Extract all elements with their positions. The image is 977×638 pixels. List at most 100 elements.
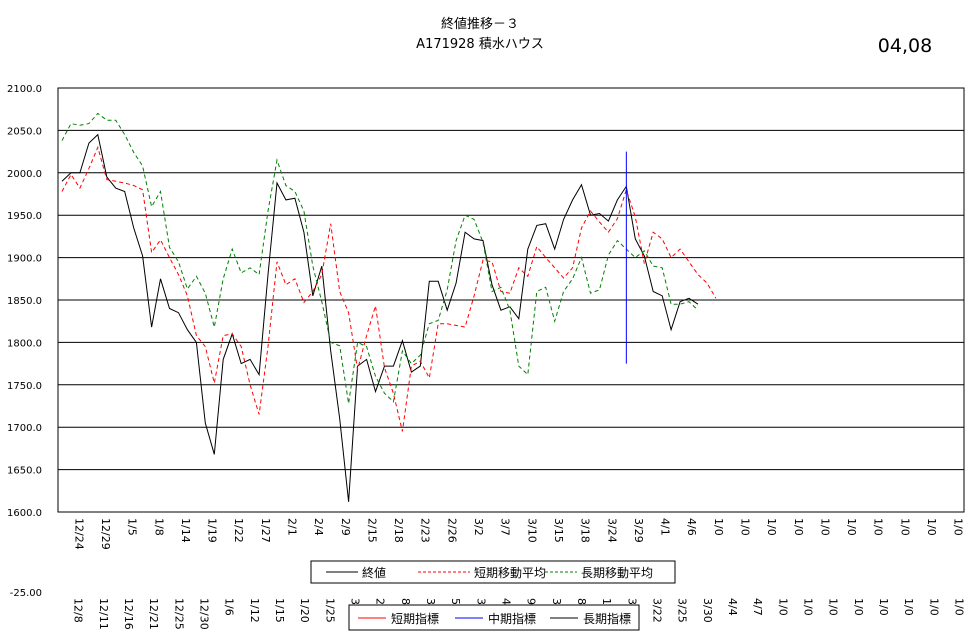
x-tick-label: 3/2 — [472, 518, 485, 536]
lower-x-tick-label: 4 — [499, 598, 512, 605]
legend-short-ma-label: 短期移動平均 — [474, 566, 546, 580]
x-tick-label: 1/0 — [845, 518, 858, 536]
x-tick-label: 1/22 — [232, 518, 245, 543]
main-legend: 終値 短期移動平均 長期移動平均 — [310, 560, 676, 584]
x-tick-label: 1/0 — [872, 518, 885, 536]
lower-x-tick-label: 1/0 — [877, 598, 890, 616]
x-tick-label: 1/0 — [818, 518, 831, 536]
lower-y-tick-label: -25.00 — [10, 588, 42, 599]
lower-x-tick-label: 4/7 — [751, 598, 764, 616]
lower-x-tick-label: 1/0 — [801, 598, 814, 616]
x-tick-label: 2/18 — [392, 518, 405, 543]
chart-title: 終値推移－３ — [441, 16, 519, 32]
x-tick-label: 2/26 — [445, 518, 458, 543]
lower-x-tick-label: 3 — [424, 598, 437, 605]
x-tick-label: 1/0 — [712, 518, 725, 536]
main-legend-box — [310, 560, 676, 584]
x-tick-label: 3/18 — [579, 518, 592, 543]
x-tick-label: 2/4 — [312, 518, 325, 536]
lower-x-tick-label: 12/8 — [72, 598, 85, 623]
grid-lines — [58, 87, 964, 513]
x-tick-label: 1/0 — [925, 518, 938, 536]
lower-x-tick-label: 12/21 — [147, 598, 160, 630]
lower-x-tick-label: 1/0 — [952, 598, 965, 616]
lower-x-tick-label: 1/0 — [927, 598, 940, 616]
date-code: 04,08 — [878, 35, 932, 57]
lower-x-tick-label: 2 — [374, 598, 387, 605]
y-tick-label: 1950.0 — [7, 211, 42, 222]
lower-x-tick-label: 3 — [550, 598, 563, 605]
y-axis-labels: 2100.0 2050.0 2000.0 1950.0 1900.0 1850.0 1800… — [7, 84, 42, 519]
x-tick-label: 1/0 — [765, 518, 778, 536]
indicator-legend: 短期指標 中期指標 長期指標 — [348, 604, 640, 631]
lower-x-tick-label: 8 — [575, 598, 588, 605]
x-tick-label: 3/29 — [632, 518, 645, 543]
x-tick-label: 2/15 — [365, 518, 378, 543]
x-tick-label: 1/0 — [898, 518, 911, 536]
x-tick-label: 3/7 — [499, 518, 512, 536]
x-tick-label: 2/23 — [419, 518, 432, 543]
lower-x-axis-labels: 12/8 12/11 12/16 12/21 12/25 12/30 1/6 1/12 1/15… — [72, 598, 966, 630]
x-tick-label: 1/27 — [259, 518, 272, 543]
legend-long-ma-label: 長期移動平均 — [581, 566, 653, 580]
y-tick-label: 1600.0 — [7, 508, 42, 519]
x-tick-label: 1/19 — [206, 518, 219, 543]
y-tick-label: 1650.0 — [7, 466, 42, 477]
legend-mid-indicator-label: 中期指標 — [488, 611, 536, 626]
indicator-legend-box — [348, 604, 640, 631]
x-tick-label: 1/0 — [952, 518, 965, 536]
series-line — [61, 133, 699, 502]
x-tick-label: 1/14 — [179, 518, 192, 543]
x-tick-label: 1/8 — [152, 518, 165, 536]
lower-x-tick-label: 4/4 — [726, 598, 739, 616]
lower-x-tick-label: 12/25 — [172, 598, 185, 630]
legend-short-indicator-label: 短期指標 — [391, 611, 439, 626]
lower-x-tick-label: 1/25 — [323, 598, 336, 623]
lower-x-tick-label: 12/16 — [122, 598, 135, 630]
lower-x-tick-label: 1/12 — [248, 598, 261, 623]
lower-x-tick-label: 5 — [449, 598, 462, 605]
x-axis-labels: 12/24 12/29 1/5 1/8 1/14 1/19 1/22 1/27 2/1 2/4 2/… — [72, 518, 964, 550]
lower-x-tick-label: 3/30 — [701, 598, 714, 623]
x-tick-label: 3/10 — [525, 518, 538, 543]
lower-x-tick-label: 3 — [348, 598, 361, 605]
lower-x-tick-label: 3/25 — [676, 598, 689, 623]
x-tick-label: 4/1 — [659, 518, 672, 536]
lower-x-tick-label: 9 — [525, 598, 538, 605]
y-tick-label: 1900.0 — [7, 254, 42, 265]
x-tick-label: 1/5 — [126, 518, 139, 536]
y-tick-label: 1750.0 — [7, 381, 42, 392]
y-tick-label: 1800.0 — [7, 338, 42, 349]
lower-x-tick-label: 12/11 — [97, 598, 110, 630]
lower-x-tick-label: 1/15 — [273, 598, 286, 623]
lower-x-tick-label: 1/20 — [298, 598, 311, 623]
lower-x-tick-label: 1/0 — [827, 598, 840, 616]
x-tick-label: 2/1 — [286, 518, 299, 536]
lower-x-tick-label: 1/6 — [223, 598, 236, 616]
x-tick-label: 4/6 — [685, 518, 698, 536]
x-tick-label: 1/0 — [792, 518, 805, 536]
x-tick-label: 12/24 — [72, 518, 85, 550]
series-line — [61, 112, 699, 404]
legend-close-label: 終値 — [362, 565, 386, 580]
legend-long-indicator-label: 長期指標 — [583, 611, 631, 626]
lower-x-tick-label: 3 — [474, 598, 487, 605]
series-group — [61, 112, 717, 502]
lower-x-tick-label: 1/0 — [852, 598, 865, 616]
lower-x-tick-label: 1/0 — [776, 598, 789, 616]
lower-x-tick-label: 3/22 — [650, 598, 663, 623]
lower-x-tick-label: 1 — [600, 598, 613, 605]
y-tick-label: 1700.0 — [7, 423, 42, 434]
x-tick-label: 1/0 — [739, 518, 752, 536]
x-tick-label: 3/24 — [605, 518, 618, 543]
y-tick-label: 2050.0 — [7, 126, 42, 137]
x-tick-label: 2/9 — [339, 518, 352, 536]
chart-subtitle: A171928 積水ハウス — [416, 37, 544, 52]
x-tick-label: 12/29 — [99, 518, 112, 550]
y-tick-label: 2100.0 — [7, 84, 42, 95]
lower-x-tick-label: 12/30 — [197, 598, 210, 630]
lower-x-tick-label: 8 — [399, 598, 412, 605]
series-line — [61, 145, 717, 432]
x-tick-label: 3/15 — [552, 518, 565, 543]
